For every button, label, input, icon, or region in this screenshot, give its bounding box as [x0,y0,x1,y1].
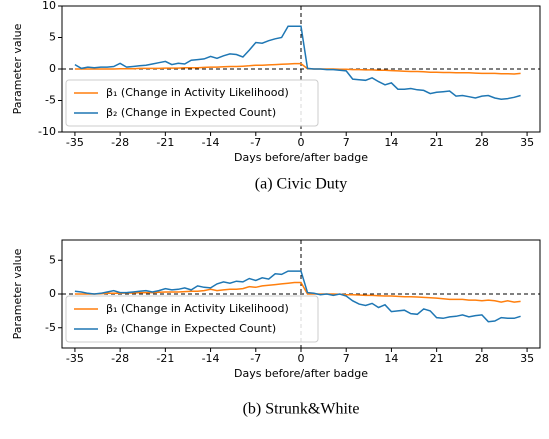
series-line [74,270,521,323]
x-tick-label: 0 [298,352,305,365]
y-tick-label: -5 [45,321,56,334]
legend-box [65,79,319,127]
plot-frame [61,5,541,133]
legend-box [65,295,319,343]
x-tick-label: -21 [156,352,174,365]
x-tick-label: 21 [430,352,444,365]
y-axis-label: Parameter value [11,248,24,339]
x-tick-label: -14 [202,352,220,365]
x-tick-label: 28 [475,352,489,365]
x-axis-label: Days before/after badge [234,151,368,164]
x-tick-label: 21 [430,136,444,149]
legend-label: β₂ (Change in Expected Count) [106,106,276,119]
plot-frame [61,239,541,349]
y-tick-label: 5 [49,31,56,44]
x-tick-label: -28 [111,352,129,365]
legend-label: β₁ (Change in Activity Likelihood) [106,86,289,99]
caption: (a) Civic Duty [255,176,347,193]
y-tick-label: 10 [42,0,56,12]
caption: (b) Strunk&White [243,401,360,418]
series-line [74,281,521,303]
y-tick-label: -10 [38,125,56,138]
x-tick-label: -35 [66,136,84,149]
y-tick-label: 5 [49,253,56,266]
x-axis-label: Days before/after badge [234,367,368,380]
x-tick-label: -28 [111,136,129,149]
x-tick-label: 35 [520,136,534,149]
legend-label: β₂ (Change in Expected Count) [106,322,276,335]
x-tick-label: -35 [66,352,84,365]
x-tick-label: -7 [250,136,261,149]
y-tick-label: -5 [45,94,56,107]
chart: -5 0 5 -35 -28 -21 -14 -7 0 7 14 21 28 35 β₁ (Change i… [11,239,541,418]
x-tick-label: 7 [343,136,350,149]
y-tick-label: 0 [49,62,56,75]
x-tick-label: -7 [250,352,261,365]
series-line [74,25,521,100]
y-tick-label: 0 [49,287,56,300]
legend-label: β₁ (Change in Activity Likelihood) [106,302,289,315]
x-tick-label: 7 [343,352,350,365]
x-tick-label: -14 [202,136,220,149]
x-tick-label: 28 [475,136,489,149]
series-line [74,62,521,75]
x-tick-label: 14 [384,352,398,365]
chart: -10 -5 0 5 10 -35 -28 -21 -14 -7 0 7 14 21 28 35 β₁ (Cha… [11,0,541,193]
y-axis-label: Parameter value [11,23,24,114]
x-tick-label: 0 [298,136,305,149]
x-tick-label: 14 [384,136,398,149]
x-tick-label: 35 [520,352,534,365]
x-tick-label: -21 [156,136,174,149]
